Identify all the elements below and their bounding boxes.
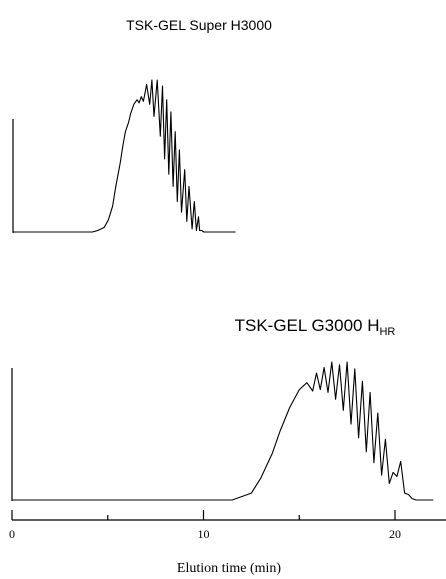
chart-bottom-title-main: TSK-GEL G3000 H — [235, 316, 380, 335]
chart-top-title: TSK-GEL Super H3000 — [126, 17, 272, 33]
x-axis-label: Elution time (min) — [177, 561, 282, 576]
x-axis-ticks: 0 10 20 — [9, 510, 401, 541]
chart-bottom-trace — [12, 361, 434, 501]
chart-bottom-title-subscript: HR — [379, 326, 395, 338]
x-axis-tick-label: 10 — [198, 527, 210, 541]
x-axis-tick-label: 0 — [9, 527, 15, 541]
chart-bottom-title: TSK-GEL G3000 HHR — [235, 316, 396, 338]
chart-top-trace — [13, 79, 236, 233]
x-axis-tick-label: 20 — [389, 527, 401, 541]
chart-top: TSK-GEL Super H3000 — [12, 17, 272, 233]
chart-bottom: TSK-GEL G3000 HHR 0 10 20 Elution time (mi… — [9, 316, 446, 576]
